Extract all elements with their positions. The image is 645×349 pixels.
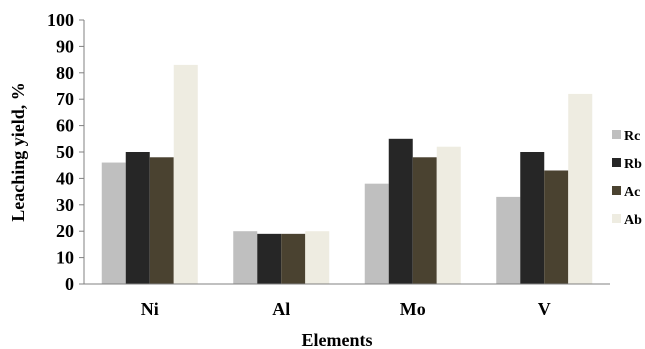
- bar-rb-v: [520, 152, 545, 284]
- legend-swatch-rb: [612, 158, 621, 167]
- x-tick-label: V: [538, 299, 551, 319]
- bar-ac-al: [281, 233, 306, 284]
- bar-ab-al: [305, 231, 330, 284]
- legend-label: Ab: [624, 213, 642, 228]
- y-axis-title: Leaching yield, %: [8, 82, 28, 222]
- bar-rc-v: [496, 196, 521, 284]
- legend: Rc Rb Ac Ab: [612, 129, 642, 228]
- y-tick-label: 30: [56, 195, 74, 215]
- y-tick-label: 80: [56, 63, 74, 83]
- y-tick-label: 100: [47, 10, 74, 30]
- legend-label: Rc: [624, 129, 640, 144]
- y-tick-label: 50: [56, 142, 74, 162]
- bar-rc-al: [233, 231, 258, 284]
- x-axis-category-labels: Ni Al Mo V: [141, 299, 551, 319]
- bar-ac-mo: [412, 157, 437, 284]
- y-tick-label: 0: [65, 274, 74, 294]
- bar-rb-mo: [388, 138, 413, 284]
- y-tick-label: 20: [56, 221, 74, 241]
- bar-rc-mo: [364, 183, 389, 284]
- bar-rb-al: [257, 233, 282, 284]
- x-tick-label: Al: [272, 299, 290, 319]
- bar-rc-ni: [101, 162, 126, 284]
- y-tick-label: 40: [56, 168, 74, 188]
- x-axis-title: Elements: [302, 330, 373, 349]
- y-axis-ticks: 0 10 20 30 40 50 60 70 80 90 100: [47, 10, 84, 294]
- bar-ac-ni: [149, 157, 174, 284]
- bar-groups: [101, 64, 593, 284]
- legend-label: Rb: [624, 157, 642, 172]
- y-tick-label: 60: [56, 116, 74, 136]
- bar-ab-v: [568, 93, 593, 284]
- bar-ab-ni: [173, 64, 198, 284]
- legend-swatch-ab: [612, 214, 621, 223]
- x-tick-label: Ni: [141, 299, 159, 319]
- y-tick-label: 90: [56, 36, 74, 56]
- y-tick-label: 10: [56, 248, 74, 268]
- legend-swatch-rc: [612, 130, 621, 139]
- legend-label: Ac: [624, 185, 640, 200]
- x-tick-label: Mo: [400, 299, 426, 319]
- bar-ab-mo: [436, 146, 461, 284]
- bar-rb-ni: [125, 152, 150, 284]
- legend-swatch-ac: [612, 186, 621, 195]
- y-tick-label: 70: [56, 89, 74, 109]
- bar-ac-v: [544, 170, 569, 284]
